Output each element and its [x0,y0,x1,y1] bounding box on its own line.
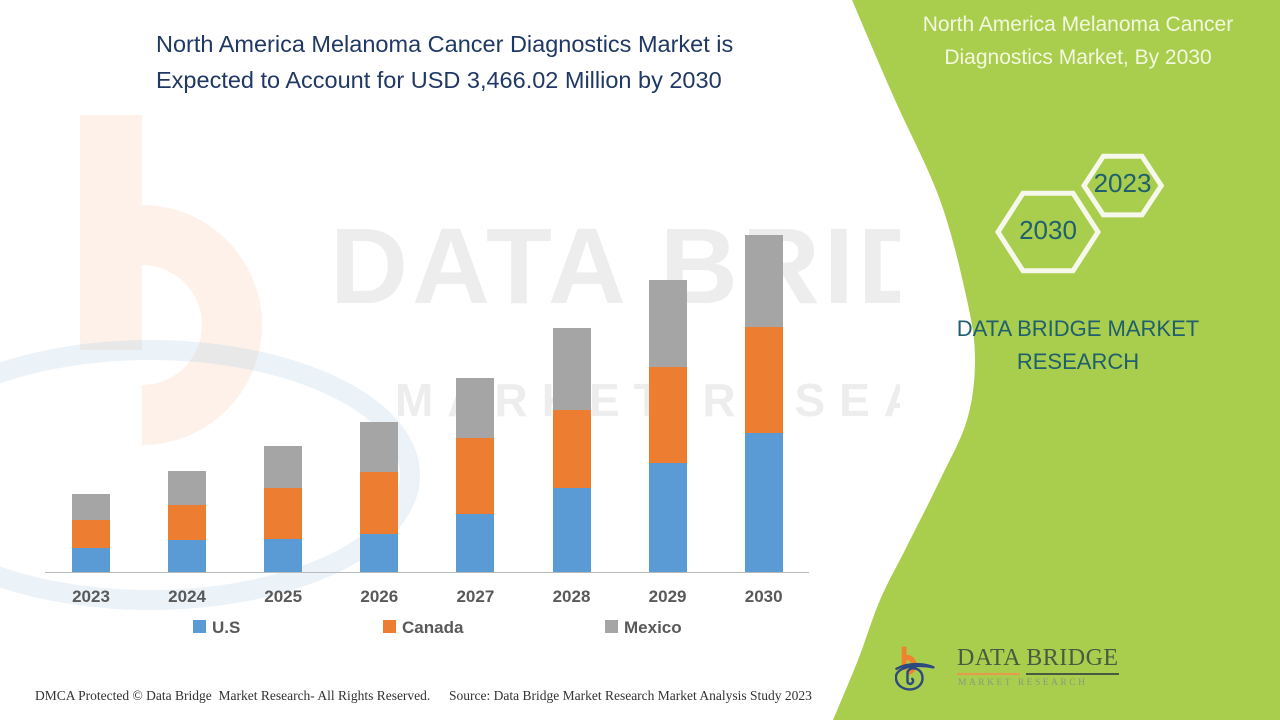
svg-text:2030: 2030 [1019,215,1077,245]
svg-text:2023: 2023 [1094,168,1152,198]
